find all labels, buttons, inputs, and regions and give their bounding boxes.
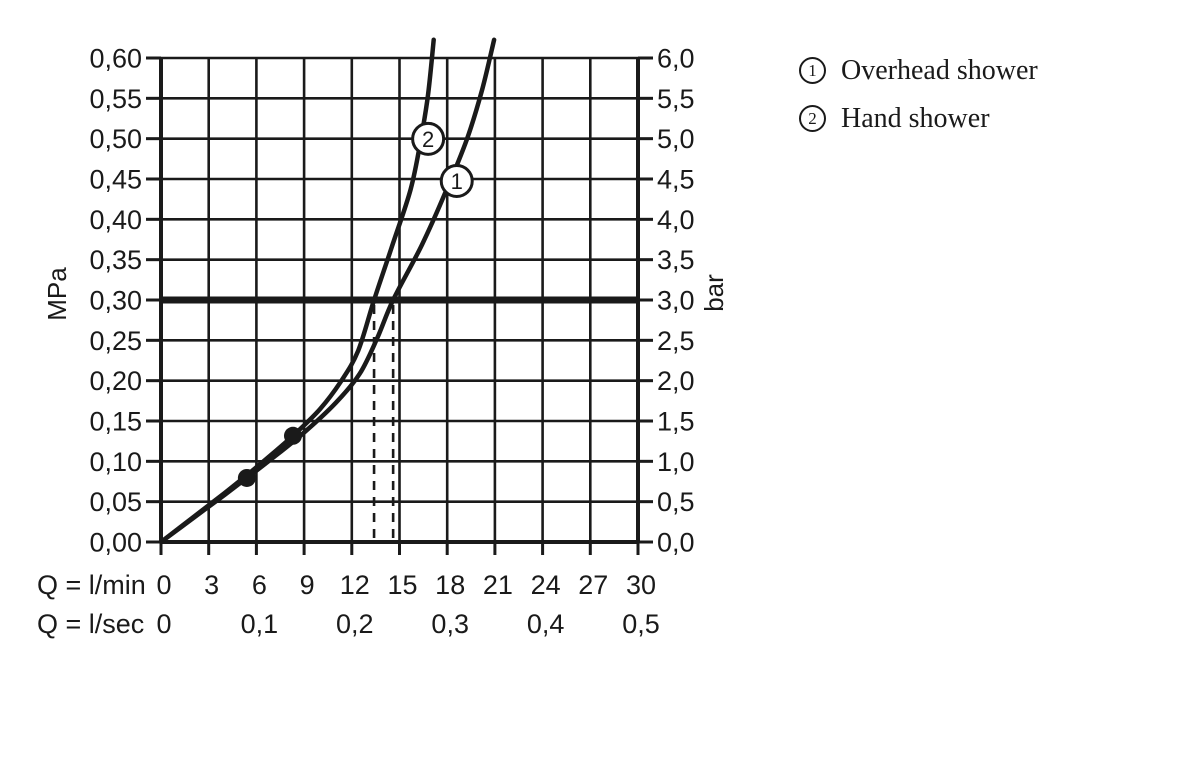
y-tick-label-bar: 2,5 — [657, 326, 695, 356]
y-tick-label-bar: 1,5 — [657, 407, 695, 437]
y-tick-label-bar: 2,0 — [657, 366, 695, 396]
y-tick-label-bar: 3,0 — [657, 286, 695, 316]
y-tick-label-bar: 4,5 — [657, 165, 695, 195]
x-tick-label-lsec: 0,4 — [527, 609, 565, 639]
x-tick-label-lmin: 12 — [340, 570, 370, 600]
x-tick-label-lmin: 0 — [156, 570, 171, 600]
x-tick-label-lsec: 0,5 — [622, 609, 660, 639]
legend-label-overhead-shower: Overhead shower — [841, 54, 1038, 86]
legend-item-hand-shower: 2 Hand shower — [799, 102, 1038, 135]
y-tick-label-bar: 3,5 — [657, 245, 695, 275]
y-axis-label-bar: bar — [699, 274, 729, 312]
curve-label-number-2: 2 — [422, 127, 434, 152]
x-tick-label-lsec: 0,3 — [431, 609, 469, 639]
legend-label-hand-shower: Hand shower — [841, 102, 990, 134]
x-tick-label-lmin: 9 — [300, 570, 315, 600]
x-axis-label-lmin: Q = l/min — [37, 570, 146, 600]
x-tick-label-lmin: 30 — [626, 570, 656, 600]
y-tick-label-bar: 0,0 — [657, 528, 695, 558]
y-tick-label-mpa: 0,10 — [89, 447, 142, 477]
y-tick-label-mpa: 0,15 — [89, 407, 142, 437]
y-tick-label-mpa: 0,30 — [89, 286, 142, 316]
y-tick-label-mpa: 0,55 — [89, 84, 142, 114]
flow-dot-series-1 — [237, 468, 256, 487]
legend-symbol-circled-2: 2 — [799, 105, 826, 132]
x-tick-label-lmin: 15 — [387, 570, 417, 600]
legend: 1 Overhead shower 2 Hand shower — [799, 54, 1038, 150]
y-tick-label-mpa: 0,40 — [89, 205, 142, 235]
y-tick-label-mpa: 0,45 — [89, 165, 142, 195]
curve-label-circle-1 — [439, 164, 474, 199]
y-tick-label-bar: 6,0 — [657, 44, 695, 74]
x-tick-label-lmin: 6 — [252, 570, 267, 600]
x-tick-label-lmin: 27 — [578, 570, 608, 600]
y-tick-label-mpa: 0,60 — [89, 44, 142, 74]
legend-symbol-circled-1: 1 — [799, 57, 826, 84]
y-tick-label-mpa: 0,00 — [89, 528, 142, 558]
y-tick-label-bar: 4,0 — [657, 205, 695, 235]
y-axis-label-mpa: MPa — [42, 267, 72, 321]
x-tick-label-lsec: 0,1 — [241, 609, 279, 639]
y-tick-label-bar: 5,5 — [657, 84, 695, 114]
x-tick-label-lsec: 0,2 — [336, 609, 374, 639]
curve-overhead-shower — [158, 37, 497, 545]
y-tick-label-mpa: 0,50 — [89, 124, 142, 154]
y-tick-label-bar: 5,0 — [657, 124, 695, 154]
x-tick-label-lmin: 18 — [435, 570, 465, 600]
x-tick-label-lmin: 3 — [204, 570, 219, 600]
flow-dot-series-2 — [283, 426, 302, 445]
y-tick-label-mpa: 0,25 — [89, 326, 142, 356]
y-tick-label-bar: 1,0 — [657, 447, 695, 477]
curve-label-circle-2 — [411, 121, 446, 156]
x-tick-label-lmin: 24 — [531, 570, 561, 600]
x-tick-label-lmin: 21 — [483, 570, 513, 600]
y-tick-label-bar: 0,5 — [657, 487, 695, 517]
y-tick-label-mpa: 0,35 — [89, 245, 142, 275]
x-tick-label-lsec: 0 — [156, 609, 171, 639]
x-axis-label-lsec: Q = l/sec — [37, 609, 144, 639]
legend-item-overhead-shower: 1 Overhead shower — [799, 54, 1038, 87]
y-tick-label-mpa: 0,20 — [89, 366, 142, 396]
curve-label-number-1: 1 — [451, 169, 463, 194]
y-tick-label-mpa: 0,05 — [89, 487, 142, 517]
